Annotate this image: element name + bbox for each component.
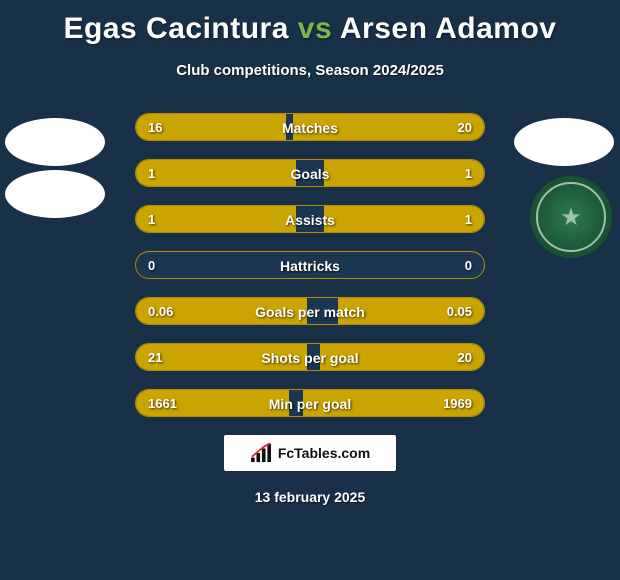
avatar-placeholder-icon (5, 118, 105, 166)
stat-row: 11Assists (135, 205, 485, 233)
stats-container: 1620Matches 11Goals 11Assists 00Hattricks 0.… (135, 113, 485, 417)
fctables-logo-icon (250, 443, 272, 463)
date-text: 13 february 2025 (0, 489, 620, 505)
player1-name: Egas Cacintura (64, 12, 289, 45)
vs-text: vs (298, 12, 332, 45)
stat-row: 11Goals (135, 159, 485, 187)
stat-row: 16611969Min per goal (135, 389, 485, 417)
stat-label: Min per goal (136, 390, 484, 417)
stat-label: Shots per goal (136, 344, 484, 371)
club-badge-icon (530, 176, 612, 258)
stat-row: 1620Matches (135, 113, 485, 141)
avatar-placeholder-icon (514, 118, 614, 166)
stat-row: 0.060.05Goals per match (135, 297, 485, 325)
stat-row: 2120Shots per goal (135, 343, 485, 371)
avatar-placeholder-icon (5, 170, 105, 218)
stat-label: Goals per match (136, 298, 484, 325)
stat-row: 00Hattricks (135, 251, 485, 279)
player2-name: Arsen Adamov (340, 12, 557, 45)
stat-label: Hattricks (136, 252, 484, 279)
player1-avatar (8, 110, 103, 205)
stat-label: Assists (136, 206, 484, 233)
stat-label: Goals (136, 160, 484, 187)
branding[interactable]: FcTables.com (224, 435, 396, 471)
page-title: Egas Cacintura vs Arsen Adamov (0, 0, 620, 46)
stat-label: Matches (136, 114, 484, 141)
subtitle: Club competitions, Season 2024/2025 (0, 62, 620, 79)
branding-text: FcTables.com (278, 445, 370, 461)
